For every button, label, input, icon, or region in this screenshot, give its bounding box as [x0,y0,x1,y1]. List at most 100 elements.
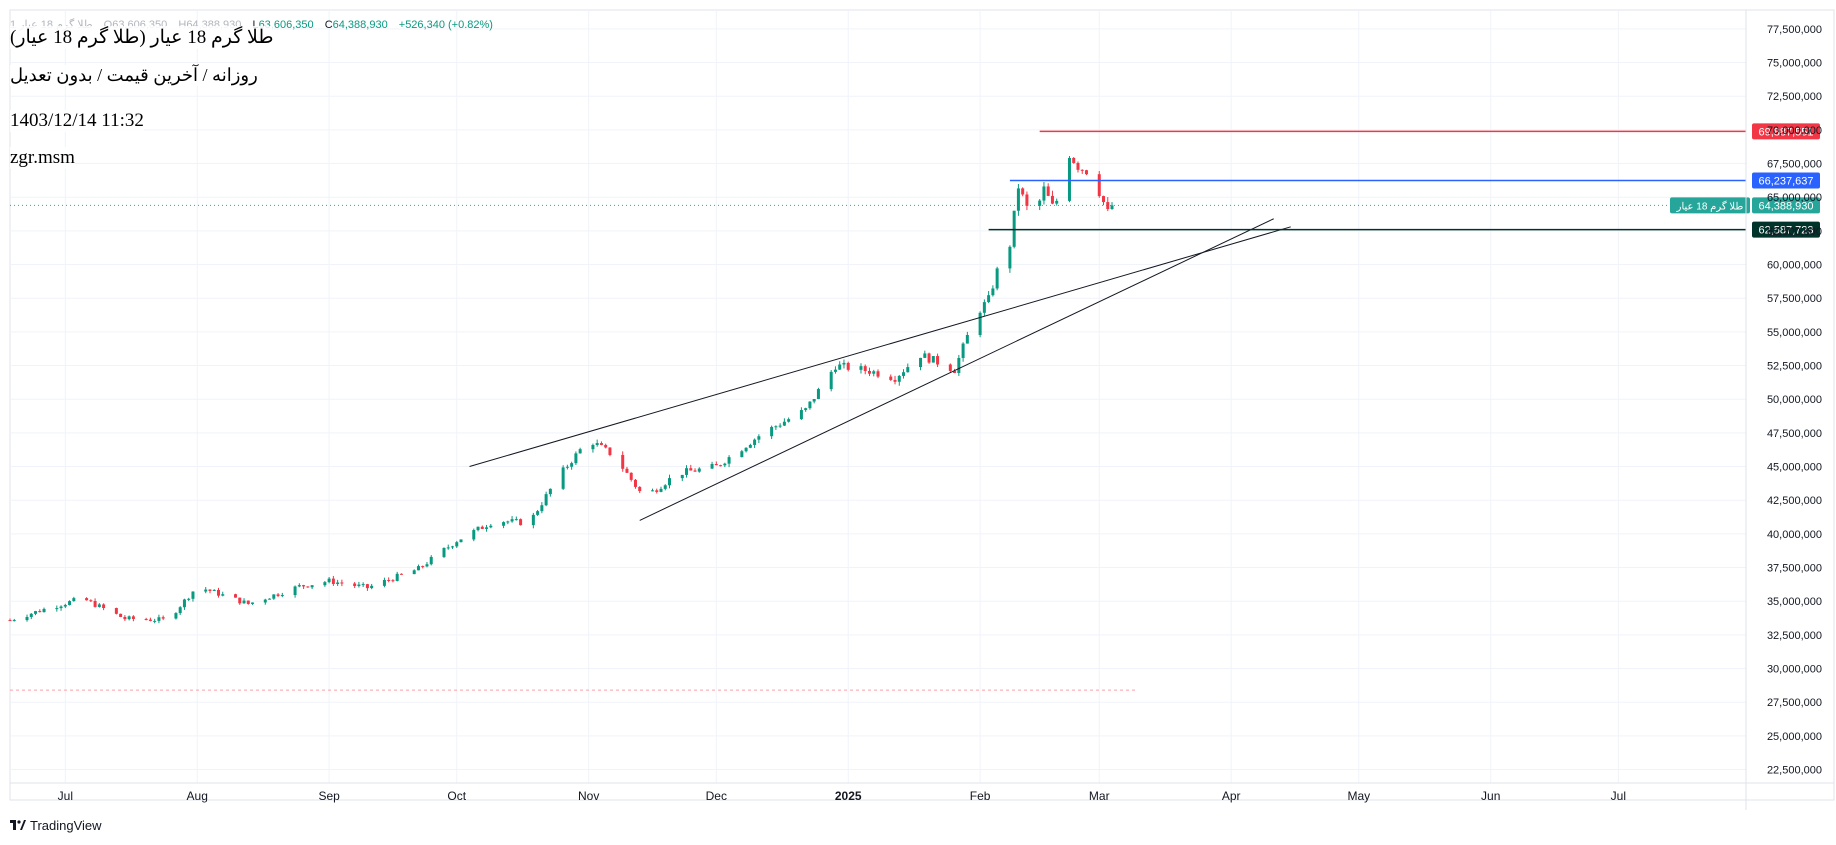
candle-body [8,620,12,622]
candle-body [387,579,391,581]
x-tick-label: 2025 [835,789,862,803]
candle-body [633,479,637,487]
candle-body [148,619,152,621]
candle-body [425,564,429,567]
ohlc-change: +526,340 (+0.82%) [398,19,493,31]
y-tick-label: 25,000,000 [1767,731,1822,743]
level-price-label: 62,587,723 [1758,225,1813,237]
candle-body [710,464,714,469]
candle-body [1042,186,1046,201]
candle-body [72,598,76,602]
candle-body [502,522,506,526]
candle-body [212,589,216,591]
candle-body [902,372,906,376]
candle-body [1106,202,1110,210]
candle-body [416,566,420,571]
candle-body [153,620,157,622]
level-price-tag [1752,172,1820,189]
candle-body [829,371,833,390]
candle-body [629,472,633,480]
trendline [639,218,1274,521]
candle-body [876,371,880,377]
candle-body [480,526,484,529]
candle-body [451,546,455,548]
candle-body [778,425,782,427]
candle-body [391,580,395,582]
horizontal-levels-layer[interactable]: 69,887,551 66,237,637 62,587,723 64,388,930… [988,123,1820,238]
y-tick-label: 47,500,000 [1767,428,1822,440]
candle-body [668,478,672,486]
candle-body [340,582,344,584]
level-price-label: 66,237,637 [1758,176,1813,188]
y-tick-label: 45,000,000 [1767,462,1822,474]
candle-body [978,312,982,335]
candle-body [1084,170,1088,175]
candle-body [1050,195,1054,204]
y-tick-label: 72,500,000 [1767,91,1822,103]
candle-body [191,591,195,599]
candle-body [663,485,667,489]
y-tick-label: 70,000,000 [1767,125,1822,137]
candle-body [514,519,518,521]
candle-body [838,364,842,370]
tradingview-brand[interactable]: TradingView [10,818,102,833]
candle-body [770,426,774,437]
candle-body [1080,169,1084,171]
x-tick-label: Sep [318,789,340,803]
candle-body [302,585,306,587]
candle-body [599,443,603,445]
trendlines-layer[interactable] [469,218,1291,521]
x-tick-label: Aug [187,789,208,803]
candle-body [97,604,101,607]
candle-body [306,586,310,588]
candle-body [93,601,97,607]
candle-body [1021,188,1025,195]
candle-body [34,611,38,614]
candle-body [472,530,476,540]
candle-body [659,488,663,492]
y-tick-label: 65,000,000 [1767,192,1822,204]
candle-body [574,453,578,464]
y-tick-label: 32,500,000 [1767,630,1822,642]
candle-body [548,488,552,495]
candle-body [25,616,29,621]
overlay-user: zgr.msm [10,147,75,169]
y-tick-label: 22,500,000 [1767,765,1822,777]
candle-body [846,362,850,370]
candle-body [178,607,182,614]
candle-body [238,597,242,604]
axes-layer: 22,500,000 25,000,000 27,500,000 30,000,000… [10,10,1834,810]
x-tick-label: Feb [970,789,991,803]
symbol-tag-label: طلا گرم 18 عیار [1676,200,1744,212]
candle-body [782,421,786,426]
candle-body [957,357,961,374]
candle-body [714,464,718,466]
candle-body [740,451,744,458]
candle-body [757,436,761,440]
candle-body [251,602,255,604]
candle-body [953,370,957,374]
y-tick-label: 60,000,000 [1767,260,1822,272]
candle-body [625,468,629,473]
candle-body [485,527,489,529]
candle-body [68,601,72,605]
candle-body [931,356,935,363]
x-tick-label: Nov [578,789,599,803]
y-tick-label: 40,000,000 [1767,529,1822,541]
candle-body [114,608,118,614]
candle-body [919,357,923,368]
candle-body [187,598,191,600]
candle-body [382,579,386,586]
candle-body [174,613,178,619]
candle-body [293,586,297,596]
candle-body [685,468,689,475]
x-tick-label: Jun [1481,789,1500,803]
tradingview-logo-icon [10,819,26,833]
y-tick-label: 62,500,000 [1767,226,1822,238]
candle-body [799,410,803,420]
candle-body [561,467,565,489]
candle-body [353,583,357,586]
candle-body [182,599,186,608]
